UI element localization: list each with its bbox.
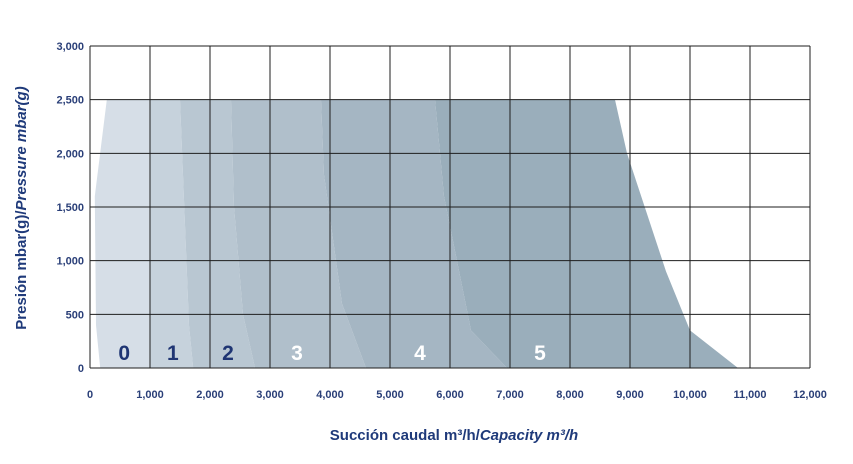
- x-axis-title-italic: Capacity m³/h: [480, 427, 578, 444]
- y-axis-title: Presión mbar(g)/Pressure mbar(g): [13, 86, 30, 329]
- gridlines: [89, 45, 811, 369]
- x-tick-label: 7,000: [496, 389, 524, 401]
- y-tick-labels: 0 500 1,000 1,500 2,000 2,500 3,000: [56, 41, 84, 375]
- x-tick-label: 6,000: [436, 389, 464, 401]
- y-tick-label: 500: [66, 309, 84, 321]
- y-tick-label: 0: [78, 363, 84, 375]
- x-axis-title: Succión caudal m³/h/Capacity m³/h: [330, 427, 578, 444]
- x-tick-label: 9,000: [616, 389, 644, 401]
- zone-label-4: 4: [414, 342, 426, 365]
- x-tick-label: 1,000: [136, 389, 164, 401]
- x-axis-title-main: Succión caudal m³/h/: [330, 427, 481, 444]
- y-axis-title-main: Presión mbar(g)/: [13, 210, 30, 330]
- x-tick-label: 11,000: [733, 389, 766, 401]
- y-tick-label: 1,500: [56, 202, 84, 214]
- zone-4-area: [321, 99, 507, 368]
- y-axis-title-italic: Pressure mbar(g): [13, 86, 30, 210]
- y-tick-label: 3,000: [56, 41, 84, 53]
- zone-1-area: [150, 99, 194, 368]
- x-tick-label: 5,000: [376, 389, 404, 401]
- x-tick-label: 10,000: [673, 389, 707, 401]
- x-tick-label: 4,000: [316, 389, 344, 401]
- x-tick-label: 0: [87, 389, 93, 401]
- zone-label-3: 3: [291, 342, 303, 365]
- x-tick-label: 8,000: [556, 389, 584, 401]
- zone-3-area: [231, 99, 366, 368]
- zone-labels: 0 1 2 3 4 5: [118, 342, 546, 365]
- zone-label-1: 1: [167, 342, 179, 365]
- zone-label-2: 2: [222, 342, 234, 365]
- zone-5-area: [435, 99, 738, 368]
- zone-label-5: 5: [534, 342, 546, 365]
- y-tick-label: 2,000: [56, 148, 84, 160]
- zone-label-0: 0: [118, 342, 130, 365]
- x-tick-label: 12,000: [793, 389, 827, 401]
- zone-2-area: [180, 99, 255, 368]
- zone-0-area: [94, 99, 150, 368]
- x-tick-label: 3,000: [256, 389, 284, 401]
- x-tick-labels: 0 1,000 2,000 3,000 4,000 5,000 6,000 7,000 8,00…: [87, 389, 827, 401]
- zone-areas: [94, 99, 738, 368]
- y-tick-label: 1,000: [56, 256, 84, 268]
- y-tick-label: 2,500: [56, 95, 84, 107]
- x-tick-label: 2,000: [196, 389, 224, 401]
